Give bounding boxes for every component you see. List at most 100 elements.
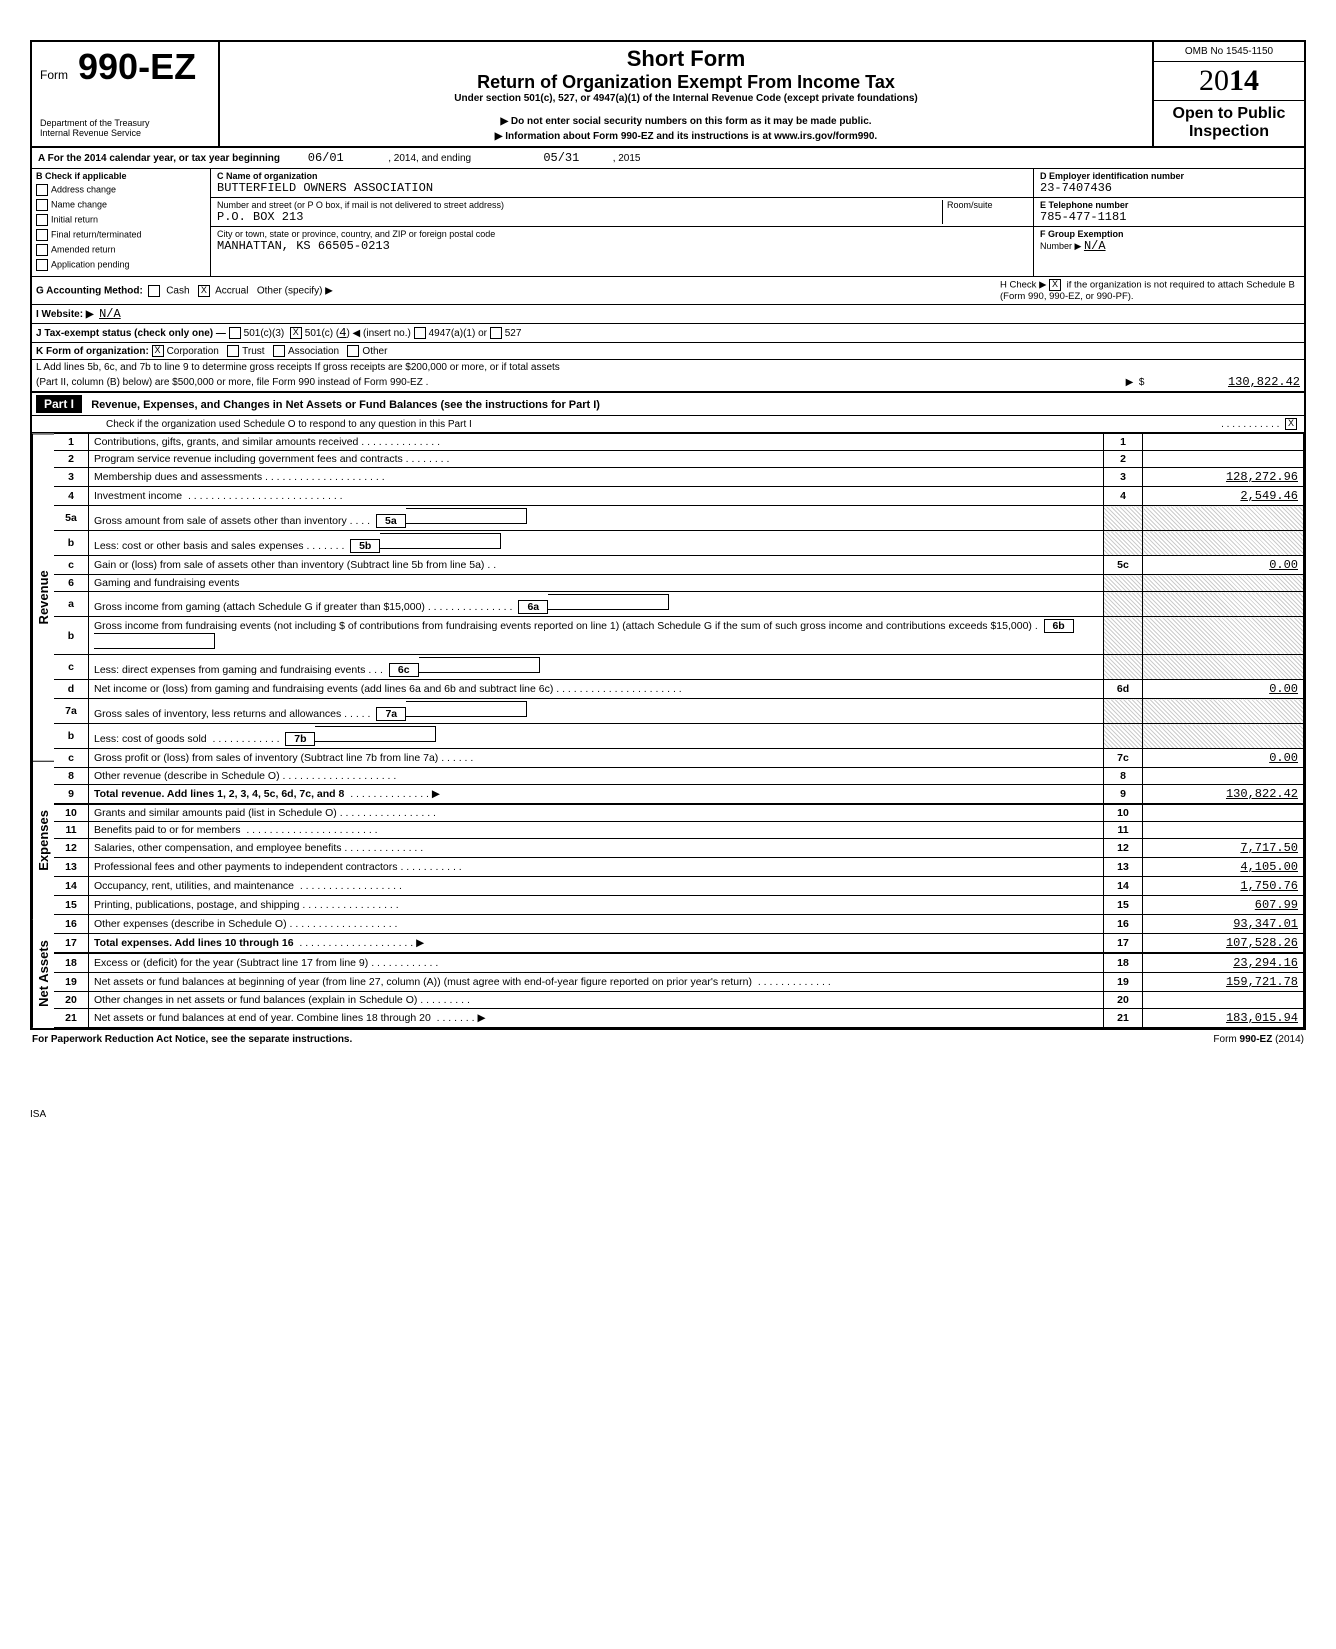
line-19: 19Net assets or fund balances at beginni…: [54, 973, 1304, 992]
check-final-return[interactable]: Final return/terminated: [36, 229, 206, 241]
isa-mark: ISA: [30, 1109, 1306, 1120]
line-5c: cGain or (loss) from sale of assets othe…: [54, 556, 1304, 575]
dept-treasury: Department of the Treasury: [40, 118, 210, 128]
line-8: 8Other revenue (describe in Schedule O) …: [54, 768, 1304, 785]
line-16: 16Other expenses (describe in Schedule O…: [54, 915, 1304, 934]
ein: 23-7407436: [1040, 181, 1112, 195]
dept-irs: Internal Revenue Service: [40, 128, 210, 138]
form-header: Form 990-EZ Department of the Treasury I…: [32, 42, 1304, 148]
check-assoc[interactable]: [273, 345, 285, 357]
year-bold: 14: [1229, 64, 1259, 97]
line-6d: dNet income or (loss) from gaming and fu…: [54, 680, 1304, 699]
check-cash[interactable]: [148, 285, 160, 297]
check-h[interactable]: X: [1049, 279, 1061, 291]
check-trust[interactable]: [227, 345, 239, 357]
line-11: 11Benefits paid to or for members . . . …: [54, 822, 1304, 839]
city-label: City or town, state or province, country…: [217, 229, 495, 239]
line-a-label: A For the 2014 calendar year, or tax yea…: [38, 153, 280, 164]
line-13: 13Professional fees and other payments t…: [54, 858, 1304, 877]
phone: 785-477-1181: [1040, 210, 1126, 224]
line-6b: bGross income from fundraising events (n…: [54, 617, 1304, 655]
d-label: D Employer identification number: [1040, 171, 1184, 181]
line-21: 21Net assets or fund balances at end of …: [54, 1009, 1304, 1028]
check-initial-return[interactable]: Initial return: [36, 214, 206, 226]
footer-left: For Paperwork Reduction Act Notice, see …: [32, 1034, 352, 1045]
line-a-begin: 06/01: [308, 151, 344, 165]
line-l-2: (Part II, column (B) below) are $500,000…: [32, 373, 1304, 393]
line-15: 15Printing, publications, postage, and s…: [54, 896, 1304, 915]
check-name-change[interactable]: Name change: [36, 199, 206, 211]
part1-table: Revenue Expenses Net Assets 1Contributio…: [32, 433, 1304, 1028]
g-label: G Accounting Method:: [36, 285, 143, 296]
line-12: 12Salaries, other compensation, and empl…: [54, 839, 1304, 858]
section-b-header: B Check if applicable: [36, 171, 127, 181]
form-prefix: Form: [40, 68, 68, 82]
line-14: 14Occupancy, rent, utilities, and mainte…: [54, 877, 1304, 896]
side-labels: Revenue Expenses Net Assets: [32, 433, 54, 1028]
line-a-end: 05/31: [543, 151, 579, 165]
part1-label: Part I: [36, 395, 82, 413]
org-name: BUTTERFIELD OWNERS ASSOCIATION: [217, 181, 433, 195]
i-label: I Website: ▶: [36, 309, 94, 320]
form-number-box: Form 990-EZ Department of the Treasury I…: [32, 42, 220, 146]
line-6a: aGross income from gaming (attach Schedu…: [54, 592, 1304, 617]
line-9: 9Total revenue. Add lines 1, 2, 3, 4, 5c…: [54, 785, 1304, 805]
side-netassets: Net Assets: [32, 920, 54, 1028]
line-5a: 5aGross amount from sale of assets other…: [54, 506, 1304, 531]
footer: For Paperwork Reduction Act Notice, see …: [30, 1030, 1306, 1049]
line-i: I Website: ▶ N/A: [32, 305, 1304, 324]
title-box: Short Form Return of Organization Exempt…: [220, 42, 1152, 146]
check-schedule-o[interactable]: X: [1285, 418, 1297, 430]
check-501c[interactable]: X: [290, 327, 302, 339]
l-amount: 130,822.42: [1150, 375, 1300, 389]
line-2: 2Program service revenue including gover…: [54, 451, 1304, 468]
line-j: J Tax-exempt status (check only one) — 5…: [32, 324, 1304, 343]
check-501c3[interactable]: [229, 327, 241, 339]
check-527[interactable]: [490, 327, 502, 339]
f-label2: Number ▶: [1040, 241, 1081, 251]
k-label: K Form of organization:: [36, 346, 149, 357]
check-4947[interactable]: [414, 327, 426, 339]
line-3: 3Membership dues and assessments . . . .…: [54, 468, 1304, 487]
section-c: C Name of organization BUTTERFIELD OWNER…: [211, 169, 1034, 276]
title-return: Return of Organization Exempt From Incom…: [230, 72, 1142, 93]
website: N/A: [99, 307, 121, 321]
notice-info: ▶ Information about Form 990-EZ and its …: [230, 131, 1142, 142]
check-other-org[interactable]: [347, 345, 359, 357]
line-a: A For the 2014 calendar year, or tax yea…: [32, 148, 1304, 169]
check-address-change[interactable]: Address change: [36, 184, 206, 196]
line-18: 18Excess or (deficit) for the year (Subt…: [54, 953, 1304, 973]
line-6c: cLess: direct expenses from gaming and f…: [54, 655, 1304, 680]
room-label: Room/suite: [947, 200, 993, 210]
line-10: 10Grants and similar amounts paid (list …: [54, 804, 1304, 822]
line-1: 1Contributions, gifts, grants, and simil…: [54, 434, 1304, 451]
line-g-h: G Accounting Method: Cash X Accrual Othe…: [32, 277, 1304, 305]
check-pending[interactable]: Application pending: [36, 259, 206, 271]
l-text1: L Add lines 5b, 6c, and 7b to line 9 to …: [36, 362, 560, 373]
section-de: D Employer identification number 23-7407…: [1034, 169, 1304, 276]
side-expenses: Expenses: [32, 761, 54, 920]
line-a-endyear: , 2015: [613, 153, 641, 164]
year-box: OMB No 1545-1150 2014 Open to Public Ins…: [1152, 42, 1304, 146]
side-revenue: Revenue: [32, 433, 54, 761]
line-k: K Form of organization: X Corporation Tr…: [32, 343, 1304, 360]
section-b: B Check if applicable Address change Nam…: [32, 169, 211, 276]
c-label: C Name of organization: [217, 171, 318, 181]
check-amended[interactable]: Amended return: [36, 244, 206, 256]
org-addr: P.O. BOX 213: [217, 210, 303, 224]
tax-year: 2014: [1154, 62, 1304, 101]
l-text2: (Part II, column (B) below) are $500,000…: [36, 377, 428, 388]
org-city: MANHATTAN, KS 66505-0213: [217, 239, 390, 253]
title-under-section: Under section 501(c), 527, or 4947(a)(1)…: [230, 93, 1142, 104]
info-grid: B Check if applicable Address change Nam…: [32, 169, 1304, 277]
footer-right: Form 990-EZ (2014): [1213, 1034, 1304, 1045]
form-990ez: Form 990-EZ Department of the Treasury I…: [30, 40, 1306, 1030]
check-accrual[interactable]: X: [198, 285, 210, 297]
form-number: 990-EZ: [78, 46, 196, 87]
line-l-1: L Add lines 5b, 6c, and 7b to line 9 to …: [32, 360, 1304, 373]
check-corp[interactable]: X: [152, 345, 164, 357]
part1-check-row: Check if the organization used Schedule …: [32, 416, 1304, 433]
line-7a: 7aGross sales of inventory, less returns…: [54, 699, 1304, 724]
part1-title: Revenue, Expenses, and Changes in Net As…: [91, 399, 600, 411]
title-short-form: Short Form: [230, 46, 1142, 72]
